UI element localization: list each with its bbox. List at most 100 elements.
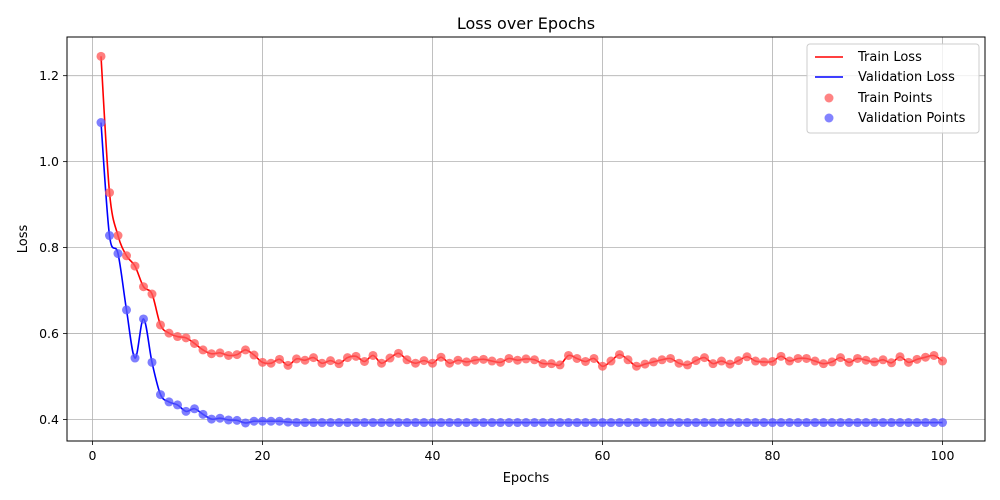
train-loss-point xyxy=(589,353,599,363)
validation-loss-point xyxy=(351,418,361,428)
legend-validation-points-label: Validation Points xyxy=(858,111,966,126)
train-loss-point xyxy=(742,352,752,362)
validation-loss-point xyxy=(708,418,718,428)
train-loss-point xyxy=(572,353,582,363)
validation-loss-point xyxy=(275,416,284,426)
train-loss-point xyxy=(453,355,463,365)
validation-loss-point xyxy=(844,418,854,428)
validation-loss-point xyxy=(156,390,165,400)
validation-loss-point xyxy=(683,418,692,428)
train-loss-point xyxy=(181,333,191,343)
validation-loss-point xyxy=(224,415,233,425)
train-loss-point xyxy=(929,350,939,360)
validation-loss-point xyxy=(836,418,845,428)
validation-loss-point xyxy=(887,418,896,428)
train-loss-point xyxy=(836,353,845,363)
x-tick-label: 20 xyxy=(255,448,271,463)
validation-loss-point xyxy=(215,413,225,423)
validation-loss-point xyxy=(122,305,131,315)
train-loss-point xyxy=(759,357,769,367)
train-loss-point xyxy=(861,355,871,365)
validation-loss-point xyxy=(768,418,777,428)
train-loss-point xyxy=(164,328,174,338)
train-loss-point xyxy=(283,360,293,370)
legend-validation-points-marker xyxy=(824,113,834,123)
validation-loss-point xyxy=(793,418,803,428)
train-loss-point xyxy=(751,356,760,366)
validation-loss-point xyxy=(827,418,837,428)
train-loss-point xyxy=(215,348,225,358)
train-loss-point xyxy=(394,348,403,358)
validation-loss-point xyxy=(521,418,531,428)
validation-loss-point xyxy=(130,353,140,363)
validation-loss-point xyxy=(649,418,658,428)
validation-loss-point xyxy=(487,418,497,428)
train-loss-point xyxy=(224,350,233,360)
validation-loss-point xyxy=(360,418,369,428)
train-loss-point xyxy=(309,353,318,363)
validation-loss-point xyxy=(759,418,769,428)
validation-loss-point xyxy=(717,418,726,428)
validation-loss-point xyxy=(691,418,701,428)
train-loss-point xyxy=(666,353,675,363)
train-loss-point xyxy=(853,353,862,363)
validation-loss-point xyxy=(640,418,650,428)
train-loss-point xyxy=(445,358,454,368)
train-loss-point xyxy=(827,357,837,367)
train-loss-point xyxy=(487,356,497,366)
train-loss-point xyxy=(360,356,369,366)
y-tick-label: 1.2 xyxy=(39,68,59,83)
validation-loss-point xyxy=(462,418,471,428)
validation-loss-point xyxy=(615,418,624,428)
train-loss-point xyxy=(623,355,633,365)
validation-loss-point xyxy=(581,418,590,428)
train-loss-point xyxy=(411,358,420,368)
train-loss-point xyxy=(292,354,301,364)
train-loss-point xyxy=(156,320,165,330)
validation-loss-point xyxy=(861,418,871,428)
train-loss-point xyxy=(326,356,335,366)
validation-loss-point xyxy=(598,418,607,428)
train-loss-point xyxy=(530,355,539,365)
train-loss-point xyxy=(555,360,565,370)
validation-loss-point xyxy=(105,231,114,241)
legend-train-loss-label: Train Loss xyxy=(857,50,922,65)
validation-loss-point xyxy=(606,418,616,428)
train-loss-point xyxy=(844,357,854,367)
train-loss-point xyxy=(734,356,743,366)
validation-loss-point xyxy=(139,314,148,324)
x-tick-label: 0 xyxy=(89,448,97,463)
validation-loss-point xyxy=(700,418,709,428)
train-loss-point xyxy=(615,350,624,360)
validation-loss-point xyxy=(96,118,106,128)
validation-loss-point xyxy=(190,404,199,414)
train-loss-point xyxy=(139,282,148,292)
validation-loss-point xyxy=(921,418,930,428)
validation-loss-point xyxy=(479,418,488,428)
validation-loss-point xyxy=(904,418,913,428)
train-loss-point xyxy=(802,353,811,363)
train-loss-point xyxy=(317,358,327,368)
validation-loss-point xyxy=(513,418,522,428)
validation-loss-point xyxy=(725,418,735,428)
validation-loss-point xyxy=(623,418,633,428)
validation-loss-point xyxy=(241,418,250,428)
train-loss-point xyxy=(717,356,726,366)
train-loss-point xyxy=(436,352,446,362)
train-loss-point xyxy=(105,188,114,198)
train-loss-point xyxy=(606,356,616,366)
train-loss-point xyxy=(496,357,505,367)
train-loss-point xyxy=(564,350,573,360)
train-loss-point xyxy=(173,332,182,342)
validation-loss-point xyxy=(564,418,573,428)
validation-loss-point xyxy=(207,414,216,424)
validation-loss-point xyxy=(309,418,318,428)
validation-loss-point xyxy=(181,406,191,416)
validation-loss-point xyxy=(249,416,259,426)
validation-loss-point xyxy=(334,418,344,428)
validation-loss-point xyxy=(819,418,828,428)
train-loss-point xyxy=(887,358,896,368)
x-tick-label: 80 xyxy=(765,448,781,463)
train-loss-point xyxy=(938,356,947,366)
